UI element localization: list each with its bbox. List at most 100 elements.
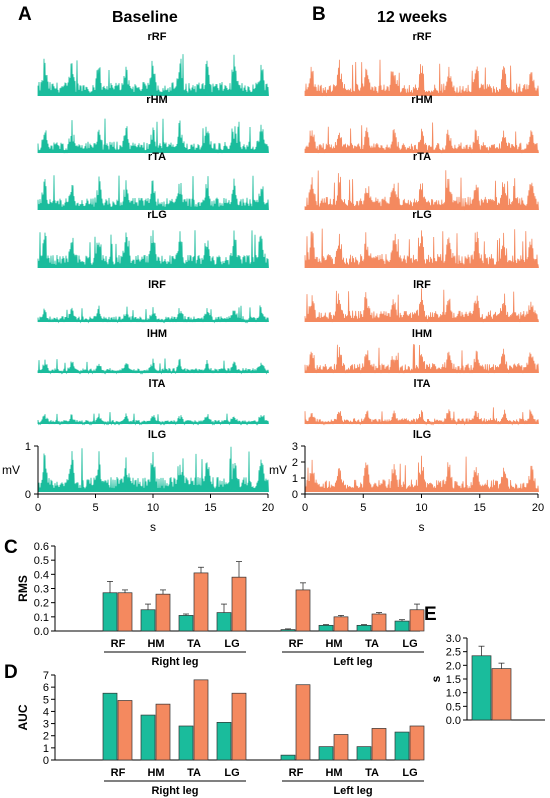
bar bbox=[295, 684, 311, 761]
panel-a-letter: A bbox=[18, 4, 32, 25]
bar bbox=[178, 725, 194, 761]
channel-label: lHM bbox=[412, 328, 432, 340]
emg-trace-b-rTA bbox=[304, 170, 539, 211]
y-tick-label: 0.3 bbox=[34, 584, 49, 596]
x-tick-label: 0 bbox=[35, 502, 41, 514]
y-axis-label: mV bbox=[269, 463, 287, 477]
bar bbox=[394, 620, 410, 632]
category-label: LG bbox=[402, 767, 417, 779]
bar bbox=[155, 593, 171, 632]
panel-d-letter: D bbox=[4, 662, 18, 683]
y-tick-label: 2 bbox=[292, 457, 298, 469]
category-label: TA bbox=[365, 638, 379, 650]
channel-label: lTA bbox=[149, 378, 166, 390]
emg-trace-b-rHM bbox=[304, 122, 539, 154]
y-tick-label: 0.6 bbox=[34, 541, 49, 553]
emg-trace-a-rHM bbox=[37, 118, 269, 154]
y-tick-label: 2.5 bbox=[446, 647, 461, 659]
bar bbox=[409, 725, 425, 761]
y-tick-label: 2 bbox=[43, 731, 49, 743]
bar-chart-c: 0.0 0.1 0.2 0.3 0.4 0.5 0.6 RMS RF HM TA LG RF HM TA LG… bbox=[16, 541, 425, 668]
group-label: Left leg bbox=[333, 785, 372, 797]
bar bbox=[216, 612, 232, 632]
y-axis-label: s bbox=[429, 675, 443, 682]
panel-b-letter: B bbox=[312, 4, 326, 25]
bar bbox=[295, 589, 311, 632]
bar bbox=[280, 629, 296, 632]
x-tick-label: 15 bbox=[204, 502, 216, 514]
category-label: RF bbox=[289, 638, 304, 650]
y-tick-label: 3.0 bbox=[446, 633, 461, 645]
y-tick-label: 3 bbox=[43, 719, 49, 731]
channel-label: rTA bbox=[413, 151, 431, 163]
y-tick-label: 0.4 bbox=[34, 569, 49, 581]
emg-trace-b-rRF bbox=[304, 59, 539, 97]
x-tick-label: 5 bbox=[360, 502, 366, 514]
y-tick-label: 1.5 bbox=[446, 674, 461, 686]
x-tick-label: 5 bbox=[92, 502, 98, 514]
y-tick-label: 0 bbox=[43, 755, 49, 767]
y-tick-label: 6 bbox=[43, 682, 49, 694]
category-label: LG bbox=[224, 767, 239, 779]
y-tick-label: 0.5 bbox=[446, 701, 461, 713]
x-tick-label: 0 bbox=[302, 502, 308, 514]
channel-label: rRF bbox=[148, 31, 167, 43]
x-tick-label: 10 bbox=[415, 502, 427, 514]
panel-b-title: 12 weeks bbox=[377, 9, 447, 26]
bar bbox=[155, 703, 171, 761]
emg-trace-b-lRF bbox=[304, 288, 539, 323]
category-label: RF bbox=[111, 638, 126, 650]
bar bbox=[280, 754, 296, 761]
channel-label: lRF bbox=[413, 279, 431, 291]
category-label: HM bbox=[325, 767, 342, 779]
y-tick-label: 4 bbox=[43, 706, 49, 718]
channel-label: rTA bbox=[148, 151, 166, 163]
channel-label: rRF bbox=[413, 31, 432, 43]
emg-trace-b-rLG bbox=[304, 228, 539, 269]
emg-trace-a-rLG bbox=[37, 230, 269, 269]
channel-label: rHM bbox=[411, 94, 432, 106]
bar bbox=[117, 592, 133, 632]
y-tick-label: 3 bbox=[292, 441, 298, 453]
y-tick-label: 0.0 bbox=[446, 715, 461, 727]
y-tick-label: 0.0 bbox=[34, 626, 49, 638]
group-label: Left leg bbox=[333, 656, 372, 668]
bar bbox=[193, 572, 209, 632]
category-label: HM bbox=[147, 767, 164, 779]
channel-label: rLG bbox=[412, 209, 432, 221]
bar bbox=[371, 728, 387, 761]
emg-trace-b-lTA bbox=[304, 407, 539, 426]
channel-label: lLG bbox=[148, 429, 166, 441]
bar bbox=[471, 655, 492, 721]
y-tick-label: 1 bbox=[25, 441, 31, 453]
x-tick-label: 15 bbox=[474, 502, 486, 514]
x-tick-label: 20 bbox=[532, 502, 544, 514]
bar bbox=[117, 700, 133, 761]
bar bbox=[356, 624, 372, 632]
bar bbox=[231, 692, 247, 761]
category-label: TA bbox=[187, 767, 201, 779]
x-tick-label: 20 bbox=[262, 502, 274, 514]
y-tick-label: 1.0 bbox=[446, 688, 461, 700]
emg-trace-a-lHM bbox=[37, 358, 269, 375]
bar bbox=[333, 616, 349, 632]
category-label: HM bbox=[325, 638, 342, 650]
x-axis-label: s bbox=[419, 520, 425, 534]
emg-trace-b-lLG bbox=[304, 455, 539, 493]
bar bbox=[318, 624, 334, 632]
bar bbox=[371, 613, 387, 632]
bar bbox=[356, 746, 372, 761]
category-label: RF bbox=[289, 767, 304, 779]
bar bbox=[333, 734, 349, 761]
bar bbox=[102, 592, 118, 632]
emg-trace-a-rTA bbox=[37, 175, 269, 211]
y-axis-label: AUC bbox=[16, 704, 30, 730]
emg-trace-a-lLG bbox=[37, 446, 269, 493]
channel-label: lHM bbox=[147, 328, 167, 340]
category-label: LG bbox=[402, 638, 417, 650]
x-tick-label: 10 bbox=[147, 502, 159, 514]
channel-label: lTA bbox=[414, 378, 431, 390]
